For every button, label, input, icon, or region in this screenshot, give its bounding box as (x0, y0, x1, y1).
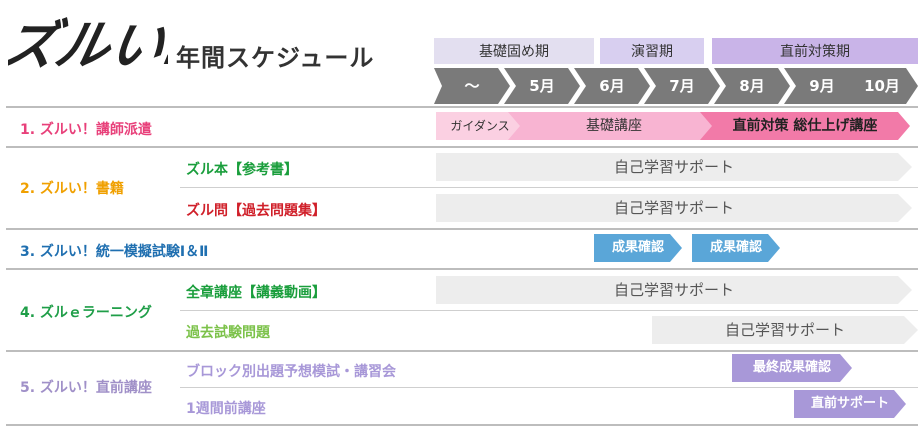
page-subtitle: 年間スケジュール (176, 44, 375, 72)
month-label: 6月 (599, 77, 625, 95)
category-elearning: 4. ズルｅラーニング (20, 305, 152, 321)
month-label: 5月 (529, 77, 555, 95)
row-divider (180, 387, 918, 388)
item-one-week: 1週間前講座 (186, 401, 266, 417)
bar-result-check: 成果確認 (692, 234, 780, 262)
month-label: 〜 (464, 77, 480, 95)
item-past-exam: 過去試験問題 (186, 325, 270, 341)
row-divider (180, 310, 918, 311)
bar-label: 成果確認 (611, 240, 664, 255)
bar-label: 自己学習サポート (613, 158, 734, 176)
month-label: 10月 (864, 77, 900, 95)
row-divider (6, 106, 918, 108)
bar-label: 直前対策 総仕上げ講座 (732, 118, 878, 134)
row-divider (6, 424, 918, 426)
bar-self-study: 自己学習サポート (652, 316, 918, 344)
bar-label: 自己学習サポート (613, 281, 734, 299)
bar-label: ガイダンス (450, 119, 510, 133)
logo: ズルい! (0, 8, 195, 77)
row-divider (6, 268, 918, 270)
svg-text:ズルい!: ズルい! (8, 14, 168, 72)
month-arrow-oct: 10月 (846, 68, 918, 104)
bar-self-study: 自己学習サポート (436, 194, 912, 222)
month-label: 7月 (669, 77, 695, 95)
bar-final-course: 直前対策 総仕上げ講座 (700, 112, 910, 140)
bar-label: 成果確認 (709, 240, 762, 255)
category-mock-exam: 3. ズルい！統一模擬試験Ⅰ＆Ⅱ (20, 244, 209, 260)
bar-label: 最終成果確認 (752, 360, 831, 375)
month-arrow-sep: 9月 (784, 68, 860, 104)
bar-final-check: 最終成果確認 (732, 354, 852, 382)
month-arrow-aug: 8月 (714, 68, 790, 104)
bar-final-support: 直前サポート (794, 390, 906, 418)
item-lecture-video: 全章講座【講義動画】 (186, 285, 326, 301)
item-block-mock: ブロック別出題予想模試・講習会 (186, 364, 396, 380)
month-arrow-start: 〜 (434, 68, 510, 104)
month-label: 9月 (809, 77, 835, 95)
phase-basic: 基礎固め期 (434, 38, 594, 64)
phase-practice: 演習期 (600, 38, 704, 64)
bar-self-study: 自己学習サポート (436, 276, 912, 304)
bar-result-check: 成果確認 (594, 234, 682, 262)
bar-label: 基礎講座 (586, 118, 642, 134)
category-final-course: 5. ズルい！直前講座 (20, 380, 152, 396)
month-arrow-jul: 7月 (644, 68, 720, 104)
row-divider (6, 228, 918, 230)
row-divider (6, 350, 918, 352)
bar-label: 自己学習サポート (613, 199, 734, 217)
bar-self-study: 自己学習サポート (436, 153, 912, 181)
bar-basic-course: 基礎講座 (508, 112, 720, 140)
row-divider (6, 146, 918, 148)
category-dispatch: 1. ズルい！講師派遣 (20, 122, 152, 138)
month-arrow-jun: 6月 (574, 68, 650, 104)
item-past-questions: ズル問【過去問題集】 (186, 203, 326, 219)
item-reference-book: ズル本【参考書】 (186, 162, 298, 178)
category-books: 2. ズルい！書籍 (20, 181, 124, 197)
month-label: 8月 (739, 77, 765, 95)
phase-final: 直前対策期 (712, 38, 918, 64)
bar-guidance: ガイダンス (436, 112, 524, 140)
row-divider (180, 187, 918, 188)
bar-label: 直前サポート (810, 396, 889, 411)
month-arrow-may: 5月 (504, 68, 580, 104)
bar-label: 自己学習サポート (724, 321, 845, 339)
